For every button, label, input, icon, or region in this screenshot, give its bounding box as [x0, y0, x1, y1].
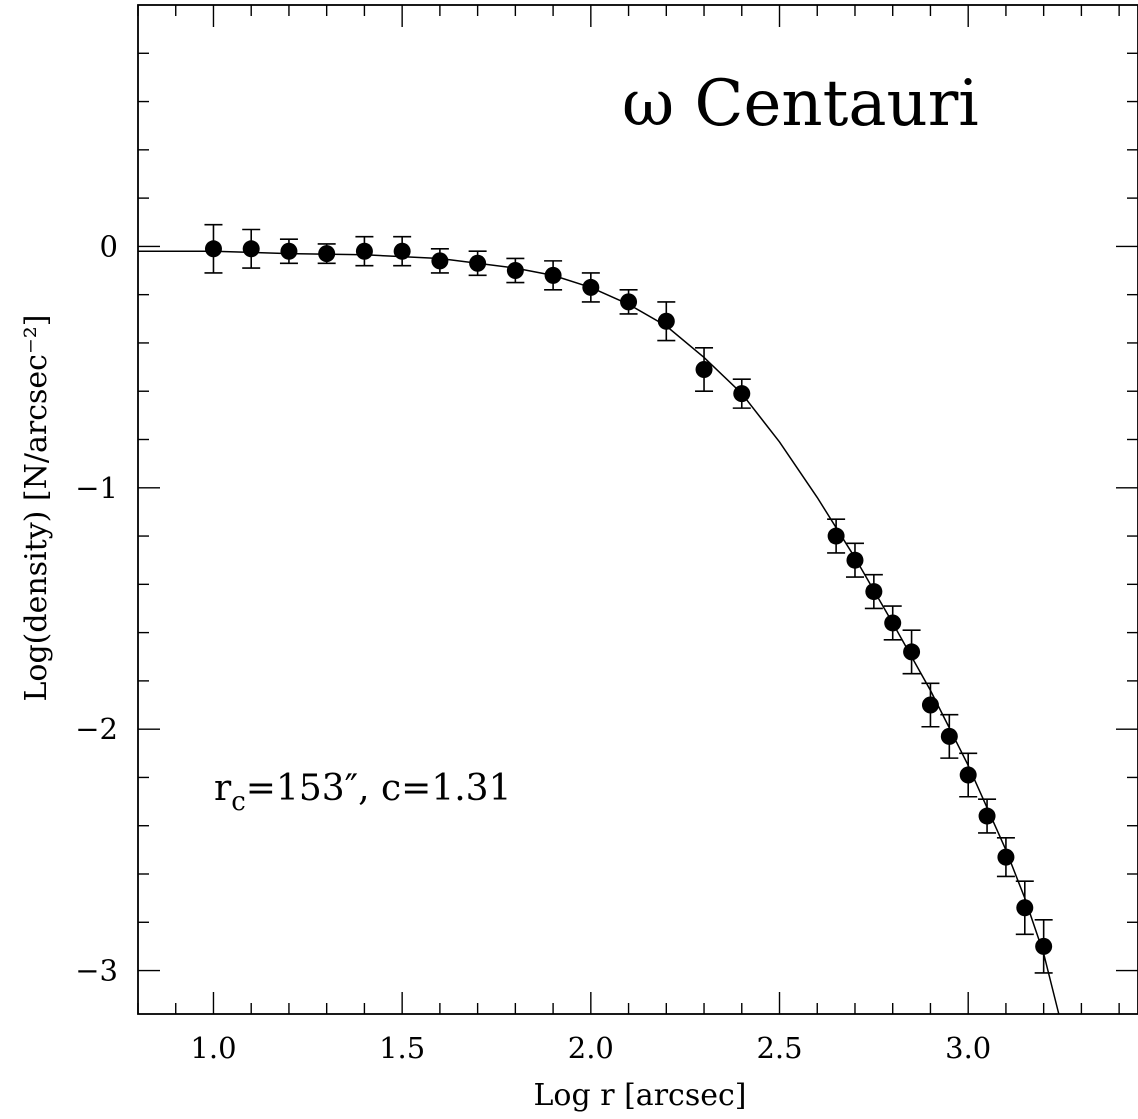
data-point: [431, 252, 449, 270]
data-point: [921, 696, 939, 714]
y-tick-label: −3: [75, 954, 118, 988]
fit-annotation: rc=153″, c=1.31: [214, 768, 511, 817]
data-point: [865, 583, 883, 601]
data-point: [959, 766, 977, 784]
x-tick-label: 3.0: [945, 1031, 991, 1065]
x-axis-label: Log r [arcsec]: [534, 1078, 747, 1113]
chart-title: ω Centauri: [622, 67, 979, 141]
x-tick-label: 1.5: [379, 1031, 425, 1065]
data-point: [620, 293, 638, 311]
x-tick-label: 2.0: [568, 1031, 614, 1065]
data-point: [355, 242, 373, 260]
data-point: [582, 278, 600, 296]
data-points-group: [204, 223, 1053, 974]
data-point: [1016, 899, 1034, 917]
data-point: [940, 727, 958, 745]
data-point: [544, 266, 562, 284]
x-tick-label: 2.5: [756, 1031, 802, 1065]
data-point: [978, 807, 996, 825]
y-tick-label: 0: [100, 229, 118, 263]
data-point: [242, 240, 260, 258]
data-point: [318, 245, 336, 263]
data-point: [884, 614, 902, 632]
fit-curve-group: [138, 250, 1060, 1015]
data-point: [997, 848, 1015, 866]
annotation-rest: =153″, c=1.31: [246, 768, 512, 809]
tick-labels-group: 1.0 1.5 2.0 2.5 3.0 0 −1 −2 −3: [75, 229, 991, 1065]
fit-curve: [138, 250, 1060, 1015]
plot-frame: [137, 4, 1138, 1015]
data-point: [695, 360, 713, 378]
y-axis-label: Log(density) [N/arcsec⁻²]: [19, 314, 54, 701]
data-point: [657, 312, 675, 330]
data-point: [846, 551, 864, 569]
x-tick-label: 1.0: [190, 1031, 236, 1065]
annotation-r: r: [214, 768, 232, 809]
data-point: [1035, 937, 1053, 955]
data-point: [506, 262, 524, 280]
axis-ticks: [137, 5, 1138, 1014]
annotation-subscript: c: [231, 787, 246, 817]
y-tick-label: −2: [75, 712, 118, 746]
y-tick-label: −1: [75, 471, 118, 505]
data-point: [393, 242, 411, 260]
data-point: [903, 643, 921, 661]
data-point: [204, 240, 222, 258]
data-point: [469, 254, 487, 272]
data-point: [733, 385, 751, 403]
data-point: [280, 242, 298, 260]
data-point: [827, 527, 845, 545]
